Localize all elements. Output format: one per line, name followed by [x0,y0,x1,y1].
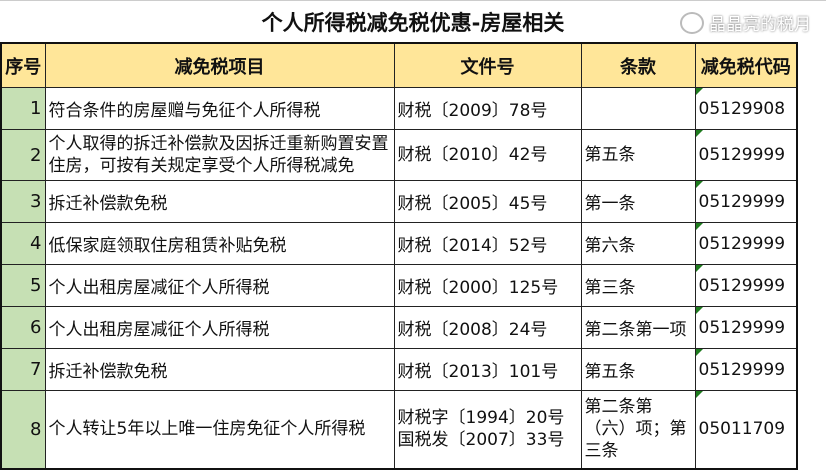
clause-cell[interactable] [580,87,696,130]
header-code[interactable]: 减免税代码 [694,42,798,88]
code-cell[interactable]: 05129999 [694,348,798,391]
header-no[interactable]: 序号 [0,42,46,88]
header-doc[interactable]: 文件号 [393,42,582,88]
item-cell[interactable]: 拆迁补偿款免税 [44,180,395,223]
table-row: 2 个人取得的拆迁补偿款及因拆迁重新购置安置住房，可按有关规定享受个人所得税减免财… [0,129,798,181]
code-cell[interactable]: 05129999 [694,222,798,265]
table-row: 3 拆迁补偿款免税 财税〔2005〕45号 第一条 05129999 [0,180,798,223]
item-cell[interactable]: 个人取得的拆迁补偿款及因拆迁重新购置安置住房，可按有关规定享受个人所得税减免 [44,129,395,181]
header-clause[interactable]: 条款 [580,42,696,88]
header-item[interactable]: 减免税项目 [44,42,395,88]
table-row: 5 个人出租房屋减征个人所得税 财税〔2000〕125号 第三条 05129999 [0,264,798,307]
clause-cell[interactable]: 第二条第一项 [580,306,696,349]
clause-cell[interactable]: 第二条第（六）项；第三条 [580,390,696,469]
table-row: 8 个人转让5年以上唯一住房免征个人所得税 财税字〔1994〕20号 国税发〔200… [0,390,798,469]
code-cell[interactable]: 05129999 [694,306,798,349]
code-cell[interactable]: 05129999 [694,264,798,307]
sheet-title: 个人所得税减免税优惠-房屋相关 [0,0,826,43]
watermark: 晶晶亮的税月 [680,10,811,35]
row-number[interactable]: 6 [0,306,46,349]
doc-cell[interactable]: 财税字〔1994〕20号 国税发〔2007〕33号 [393,390,582,469]
table-row: 7 拆迁补偿款免税 财税〔2013〕101号 第五条 05129999 [0,348,798,391]
doc-cell[interactable]: 财税〔2010〕42号 [393,129,582,181]
tax-table: 序号 减免税项目 文件号 条款 减免税代码 1 符合条件的房屋赠与免征个人所得税财… [0,42,798,470]
item-cell[interactable]: 符合条件的房屋赠与免征个人所得税 [44,87,395,130]
row-number[interactable]: 1 [0,87,46,130]
clause-cell[interactable]: 第六条 [580,222,696,265]
doc-cell[interactable]: 财税〔2009〕78号 [393,87,582,130]
row-number[interactable]: 4 [0,222,46,265]
doc-cell[interactable]: 财税〔2008〕24号 [393,306,582,349]
row-number[interactable]: 2 [0,129,46,181]
doc-cell[interactable]: 财税〔2014〕52号 [393,222,582,265]
code-cell[interactable]: 05129999 [694,180,798,223]
code-cell[interactable]: 05129908 [694,87,798,130]
table-row: 4 低保家庭领取住房租赁补贴免税 财税〔2014〕52号 第六条 05129999 [0,222,798,265]
clause-cell[interactable]: 第五条 [580,348,696,391]
row-number[interactable]: 3 [0,180,46,223]
doc-cell[interactable]: 财税〔2005〕45号 [393,180,582,223]
item-cell[interactable]: 个人转让5年以上唯一住房免征个人所得税 [44,390,395,469]
doc-cell[interactable]: 财税〔2013〕101号 [393,348,582,391]
item-cell[interactable]: 低保家庭领取住房租赁补贴免税 [44,222,395,265]
clause-cell[interactable]: 第一条 [580,180,696,223]
doc-cell[interactable]: 财税〔2000〕125号 [393,264,582,307]
header-row: 序号 减免税项目 文件号 条款 减免税代码 [0,42,798,88]
item-cell[interactable]: 个人出租房屋减征个人所得税 [44,264,395,307]
row-number[interactable]: 5 [0,264,46,307]
row-number[interactable]: 8 [0,390,46,469]
row-number[interactable]: 7 [0,348,46,391]
code-cell[interactable]: 05011709 [694,390,798,469]
table-row: 6 个人出租房屋减征个人所得税 财税〔2008〕24号 第二条第一项 05129999 [0,306,798,349]
clause-cell[interactable]: 第三条 [580,264,696,307]
item-cell[interactable]: 拆迁补偿款免税 [44,348,395,391]
table-row: 1 符合条件的房屋赠与免征个人所得税 财税〔2009〕78号 05129908 [0,87,798,130]
wechat-icon [680,11,704,34]
item-cell[interactable]: 个人出租房屋减征个人所得税 [44,306,395,349]
clause-cell[interactable]: 第五条 [580,129,696,181]
code-cell[interactable]: 05129999 [694,129,798,181]
watermark-text: 晶晶亮的税月 [709,15,811,35]
